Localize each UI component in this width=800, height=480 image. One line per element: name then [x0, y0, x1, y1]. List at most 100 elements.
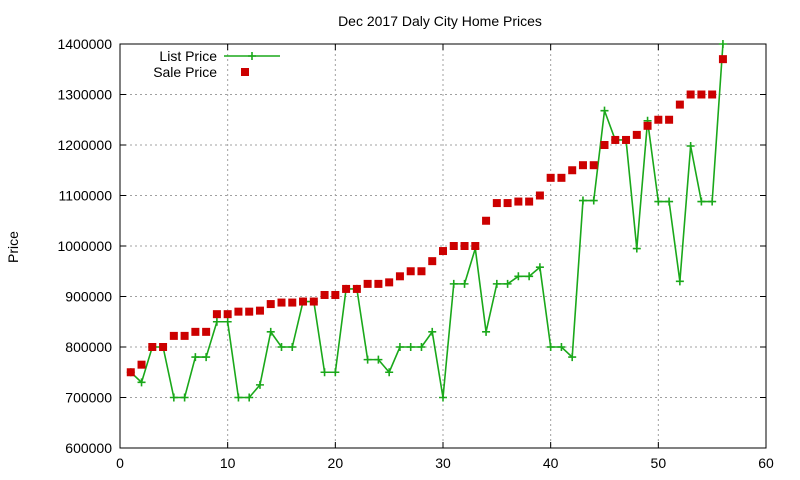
list-price-point	[503, 279, 512, 288]
list-price-point	[374, 355, 383, 364]
sale-price-point	[126, 368, 135, 377]
list-price-point	[255, 380, 264, 389]
list-price-point	[417, 343, 426, 351]
sale-price-point	[352, 284, 361, 293]
sale-price-point	[266, 300, 275, 309]
sale-price-point	[665, 115, 674, 124]
sale-price-point	[471, 242, 480, 250]
y-tick-label: 1000000	[57, 238, 112, 254]
sale-price-point	[546, 173, 555, 182]
sale-price-point	[611, 135, 620, 144]
list-price-point	[266, 327, 275, 336]
sale-price-point	[148, 343, 157, 351]
series-sale-price	[126, 55, 727, 377]
axes: 600000 700000 800000 900000 1000000 1100000 12…	[57, 36, 774, 471]
list-price-point	[320, 368, 329, 377]
y-tick-label: 600000	[65, 440, 112, 456]
sale-price-point	[234, 307, 243, 316]
sale-price-point	[180, 331, 189, 340]
plot-frame	[119, 43, 767, 449]
sale-price-point	[137, 360, 146, 369]
sale-price-point	[654, 115, 663, 124]
list-price-point	[406, 343, 415, 351]
list-price-point	[169, 393, 178, 402]
sale-price-point	[309, 297, 318, 306]
x-tick-label: 20	[328, 455, 344, 471]
grid	[120, 44, 766, 448]
legend-label-list-price: List Price	[159, 48, 217, 64]
sale-price-point	[578, 161, 587, 170]
legend-swatch-sale-price	[241, 68, 249, 76]
list-price-point	[385, 368, 394, 377]
sale-price-point	[331, 290, 340, 299]
list-price-point	[363, 355, 372, 364]
sale-price-point	[277, 298, 286, 307]
sale-price-point	[622, 135, 631, 144]
y-tick-label: 900000	[65, 289, 112, 305]
sale-price-point	[395, 272, 404, 281]
list-price-point	[589, 196, 598, 205]
list-price-point	[557, 343, 566, 351]
x-tick-label: 60	[758, 455, 774, 471]
list-price-point	[482, 327, 491, 336]
sale-price-point	[159, 343, 168, 351]
sale-price-point	[245, 307, 254, 316]
sale-price-point	[643, 121, 652, 130]
list-price-point	[223, 317, 232, 326]
sale-price-point	[600, 141, 609, 149]
sale-price-point	[525, 197, 534, 206]
sale-price-point	[632, 130, 641, 139]
sale-price-point	[449, 242, 458, 250]
sale-price-point	[406, 267, 415, 276]
list-price-point	[191, 353, 200, 362]
list-price-point	[654, 197, 663, 206]
sale-price-point	[169, 331, 178, 340]
list-price-point	[675, 277, 684, 286]
y-tick-label: 800000	[65, 339, 112, 355]
list-price-point	[535, 263, 544, 272]
list-price-point	[718, 40, 727, 48]
list-price-point	[245, 393, 254, 402]
legend: List Price Sale Price	[153, 48, 280, 80]
list-price-line	[130, 43, 724, 399]
list-price-point	[665, 197, 674, 206]
legend-label-sale-price: Sale Price	[153, 64, 217, 80]
y-axis-label: Price	[5, 231, 21, 263]
y-tick-label: 1300000	[57, 87, 112, 103]
sale-price-point	[374, 279, 383, 288]
list-price-point	[697, 197, 706, 206]
sale-price-point	[708, 90, 717, 99]
list-price-point	[525, 272, 534, 281]
x-tick-label: 40	[543, 455, 559, 471]
list-price-point	[492, 279, 501, 288]
sale-price-point	[342, 284, 351, 293]
list-price-point	[288, 343, 297, 351]
sale-price-point	[535, 191, 544, 200]
sale-price-point	[718, 55, 727, 64]
list-price-point	[578, 196, 587, 205]
sale-price-point	[557, 173, 566, 182]
list-price-point	[202, 353, 211, 362]
list-price-point	[180, 393, 189, 402]
sale-price-point	[503, 199, 512, 208]
sale-price-point	[202, 327, 211, 336]
list-price-point	[395, 343, 404, 351]
sale-price-point	[675, 100, 684, 109]
sale-price-point	[299, 297, 308, 306]
list-price-point	[514, 272, 523, 281]
list-price-point	[277, 343, 286, 351]
list-price-point	[428, 327, 437, 336]
sale-price-point	[460, 242, 469, 250]
sale-price-point	[428, 257, 437, 266]
list-price-point	[708, 197, 717, 206]
list-price-point	[460, 279, 469, 288]
x-tick-label: 0	[116, 455, 124, 471]
list-price-point	[632, 244, 641, 253]
x-tick-label: 10	[220, 455, 236, 471]
sale-price-point	[492, 199, 501, 208]
list-price-point	[568, 353, 577, 362]
y-tick-label: 1400000	[57, 36, 112, 52]
y-tick-label: 1200000	[57, 137, 112, 153]
list-price-point	[137, 378, 146, 387]
